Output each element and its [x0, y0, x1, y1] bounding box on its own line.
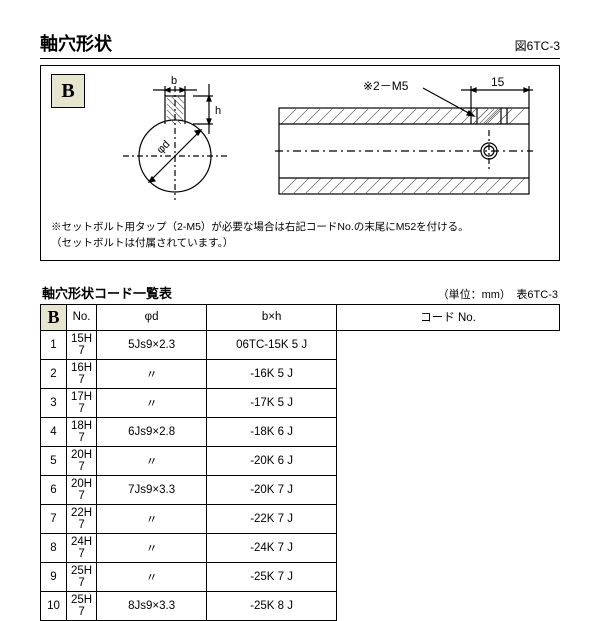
- col-code: コード No.: [337, 304, 560, 330]
- cell-code: -20K 6 J: [207, 446, 337, 475]
- cell-d: 25H 7: [67, 591, 97, 620]
- cell-bh: 〃: [97, 504, 207, 533]
- table-side-badge: B: [41, 304, 67, 330]
- cell-bh: 5Js9×2.3: [97, 330, 207, 359]
- table-row: 317H 7〃-17K 5 J: [41, 388, 560, 417]
- table-row: 520H 7〃-20K 6 J: [41, 446, 560, 475]
- cell-no: 9: [41, 562, 67, 591]
- cell-code: -24K 7 J: [207, 533, 337, 562]
- cell-bh: 7Js9×3.3: [97, 475, 207, 504]
- page-title: 軸穴形状: [40, 30, 112, 56]
- label-phi-d: φd: [155, 138, 173, 156]
- cell-bh: 〃: [97, 562, 207, 591]
- cell-bh: 8Js9×3.3: [97, 591, 207, 620]
- cell-code: -16K 5 J: [207, 359, 337, 388]
- cell-code: -22K 7 J: [207, 504, 337, 533]
- cell-no: 5: [41, 446, 67, 475]
- cell-bh: 〃: [97, 533, 207, 562]
- table-header-row: B No. φd b×h コード No.: [41, 304, 560, 330]
- table-unit: （単位：mm） 表6TC-3: [438, 286, 558, 302]
- cell-no: 1: [41, 330, 67, 359]
- cell-bh: 〃: [97, 446, 207, 475]
- col-no: No.: [67, 304, 97, 330]
- cell-bh: 〃: [97, 359, 207, 388]
- side-view-diagram: ※2－M5 15: [275, 74, 535, 214]
- cell-d: 22H 7: [67, 504, 97, 533]
- cell-d: 24H 7: [67, 533, 97, 562]
- col-d: φd: [97, 304, 207, 330]
- code-table: B No. φd b×h コード No. 115H 75Js9×2.306TC-…: [40, 304, 560, 621]
- table-row: 216H 7〃-16K 5 J: [41, 359, 560, 388]
- cell-d: 17H 7: [67, 388, 97, 417]
- cell-no: 2: [41, 359, 67, 388]
- table-row: 722H 7〃-22K 7 J: [41, 504, 560, 533]
- figure-number: 図6TC-3: [515, 37, 560, 54]
- cell-d: 20H 7: [67, 475, 97, 504]
- cell-code: -25K 7 J: [207, 562, 337, 591]
- cell-d: 20H 7: [67, 446, 97, 475]
- cell-no: 8: [41, 533, 67, 562]
- dim-15: 15: [491, 75, 505, 89]
- cell-no: 7: [41, 504, 67, 533]
- table-row: 925H 7〃-25K 7 J: [41, 562, 560, 591]
- label-h: h: [215, 105, 221, 117]
- cell-code: -25K 8 J: [207, 591, 337, 620]
- col-bh: b×h: [207, 304, 337, 330]
- diagram-note: ※セットボルト用タップ（2-M5）が必要な場合は右記コードNo.の末尾にM52を…: [51, 220, 549, 252]
- cell-d: 16H 7: [67, 359, 97, 388]
- cell-code: -20K 7 J: [207, 475, 337, 504]
- cell-d: 25H 7: [67, 562, 97, 591]
- cell-d: 15H 7: [67, 330, 97, 359]
- cell-d: 18H 7: [67, 417, 97, 446]
- cell-bh: 6Js9×2.8: [97, 417, 207, 446]
- cell-code: -17K 5 J: [207, 388, 337, 417]
- cross-section-diagram: b h φd: [105, 74, 255, 204]
- note-line-1: ※セットボルト用タップ（2-M5）が必要な場合は右記コードNo.の末尾にM52を…: [51, 220, 549, 236]
- table-row: 824H 7〃-24K 7 J: [41, 533, 560, 562]
- label-b: b: [171, 75, 177, 87]
- cell-code: 06TC-15K 5 J: [207, 330, 337, 359]
- cell-no: 4: [41, 417, 67, 446]
- table-row: 418H 76Js9×2.8-18K 6 J: [41, 417, 560, 446]
- callout-label: ※2－M5: [363, 79, 409, 93]
- cell-no: 10: [41, 591, 67, 620]
- table-row: 115H 75Js9×2.306TC-15K 5 J: [41, 330, 560, 359]
- table-title: 軸穴形状コード一覧表: [42, 283, 172, 302]
- note-line-2: （セットボルトは付属されています。）: [51, 236, 549, 252]
- cell-code: -18K 6 J: [207, 417, 337, 446]
- cell-no: 3: [41, 388, 67, 417]
- cell-bh: 〃: [97, 388, 207, 417]
- diagram-container: B: [40, 65, 560, 261]
- table-row: 1025H 78Js9×3.3-25K 8 J: [41, 591, 560, 620]
- cell-no: 6: [41, 475, 67, 504]
- section-badge: B: [51, 74, 85, 108]
- table-row: 620H 77Js9×3.3-20K 7 J: [41, 475, 560, 504]
